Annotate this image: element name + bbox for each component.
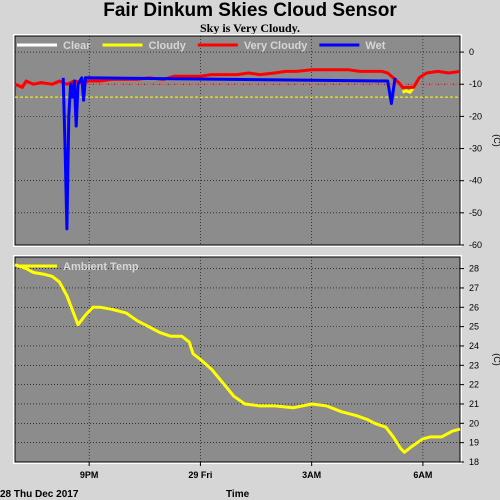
y-tick-label: 20 [469,418,479,428]
y-tick-label: -60 [469,240,482,250]
y-tick-label: 28 [469,264,479,274]
series-line-wet [61,76,397,231]
y-tick-label: 18 [469,457,479,467]
series-line-very-cloudy [14,68,461,89]
y-tick-label: 0 [469,47,474,57]
plot-area [14,35,461,246]
series-line-cloudy [401,86,415,94]
y-tick-label: 26 [469,302,479,312]
y-tick-label: 27 [469,283,479,293]
legend-label: Wet [365,40,385,52]
legend-label: Ambient Temp [63,261,139,273]
y-axis-label: (C) [492,134,500,147]
legend-label: Very Cloudy [244,40,308,52]
x-tick-label: 9PM [80,470,99,480]
y-axis-label: (C) [492,353,500,366]
y-tick-label: -40 [469,176,482,186]
ambient-temperature-panel: 18 19 20 21 22 23 24 25 26 27 28 (C) 9PM 29 Fri 3AM 6AM… [13,255,500,480]
series-line-ambient-temp [14,263,461,454]
sky-temperature-panel: 0 -10 -20 -30 -40 -50 -60 (C) Clear Cloudy Very Cl… [13,34,500,250]
y-tick-label: 23 [469,360,479,370]
y-tick-label: -50 [469,208,482,218]
y-tick-label: -20 [469,111,482,121]
x-tick-label: 6AM [413,470,432,480]
y-tick-label: 22 [469,380,479,390]
y-tick-label: -10 [469,79,482,89]
chart-title: Fair Dinkum Skies Cloud Sensor [103,0,397,21]
footer-time-label: Time [226,489,250,500]
legend-label: Clear [63,40,91,52]
y-tick-label: 21 [469,399,479,409]
y-tick-label: -30 [469,144,482,154]
x-tick-label: 3AM [302,470,321,480]
legend-label: Cloudy [149,40,187,52]
y-tick-label: 25 [469,322,479,332]
y-tick-label: 24 [469,341,479,351]
chart-subtitle: Sky is Very Cloudy. [199,21,301,35]
footer-date: 28 Thu Dec 2017 [0,489,79,500]
x-tick-label: 29 Fri [188,470,212,480]
y-tick-label: 19 [469,438,479,448]
